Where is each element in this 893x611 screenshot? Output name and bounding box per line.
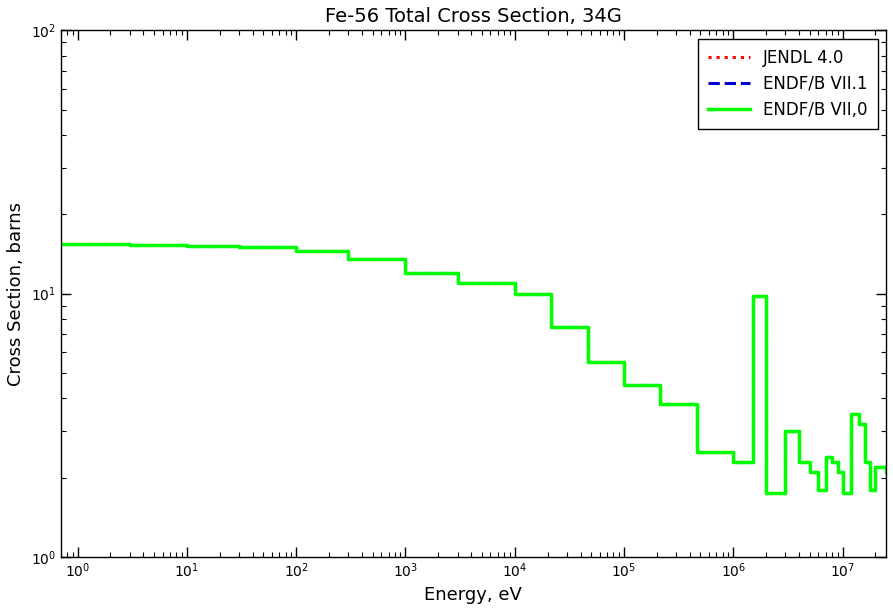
- ENDF/B VII,0: [865, 486, 876, 494]
- Line: JENDL 4.0: JENDL 4.0: [0, 244, 893, 511]
- ENDF/B VII.1: [865, 486, 876, 494]
- JENDL 4.0: [865, 486, 876, 494]
- ENDF/B VII,0: [780, 428, 791, 435]
- JENDL 4.0: [400, 255, 411, 263]
- ENDF/B VII,0: [400, 255, 411, 263]
- JENDL 4.0: [794, 428, 805, 435]
- Legend: JENDL 4.0, ENDF/B VII.1, ENDF/B VII,0: JENDL 4.0, ENDF/B VII.1, ENDF/B VII,0: [698, 38, 878, 130]
- JENDL 4.0: [655, 401, 665, 408]
- Line: ENDF/B VII.1: ENDF/B VII.1: [0, 244, 893, 511]
- ENDF/B VII,0: [655, 401, 665, 408]
- JENDL 4.0: [400, 269, 411, 276]
- Y-axis label: Cross Section, barns: Cross Section, barns: [7, 202, 25, 386]
- ENDF/B VII.1: [400, 269, 411, 276]
- ENDF/B VII.1: [794, 428, 805, 435]
- ENDF/B VII.1: [400, 255, 411, 263]
- Line: ENDF/B VII,0: ENDF/B VII,0: [0, 244, 893, 511]
- Title: Fe-56 Total Cross Section, 34G: Fe-56 Total Cross Section, 34G: [325, 7, 622, 26]
- ENDF/B VII.1: [655, 401, 665, 408]
- ENDF/B VII.1: [889, 507, 893, 514]
- JENDL 4.0: [780, 428, 791, 435]
- X-axis label: Energy, eV: Energy, eV: [424, 586, 522, 604]
- ENDF/B VII.1: [780, 428, 791, 435]
- ENDF/B VII,0: [794, 428, 805, 435]
- ENDF/B VII,0: [889, 507, 893, 514]
- JENDL 4.0: [889, 507, 893, 514]
- ENDF/B VII,0: [400, 269, 411, 276]
